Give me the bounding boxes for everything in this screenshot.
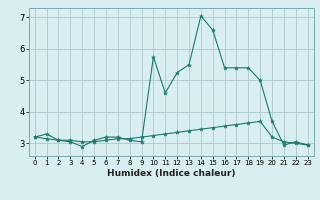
X-axis label: Humidex (Indice chaleur): Humidex (Indice chaleur) <box>107 169 236 178</box>
